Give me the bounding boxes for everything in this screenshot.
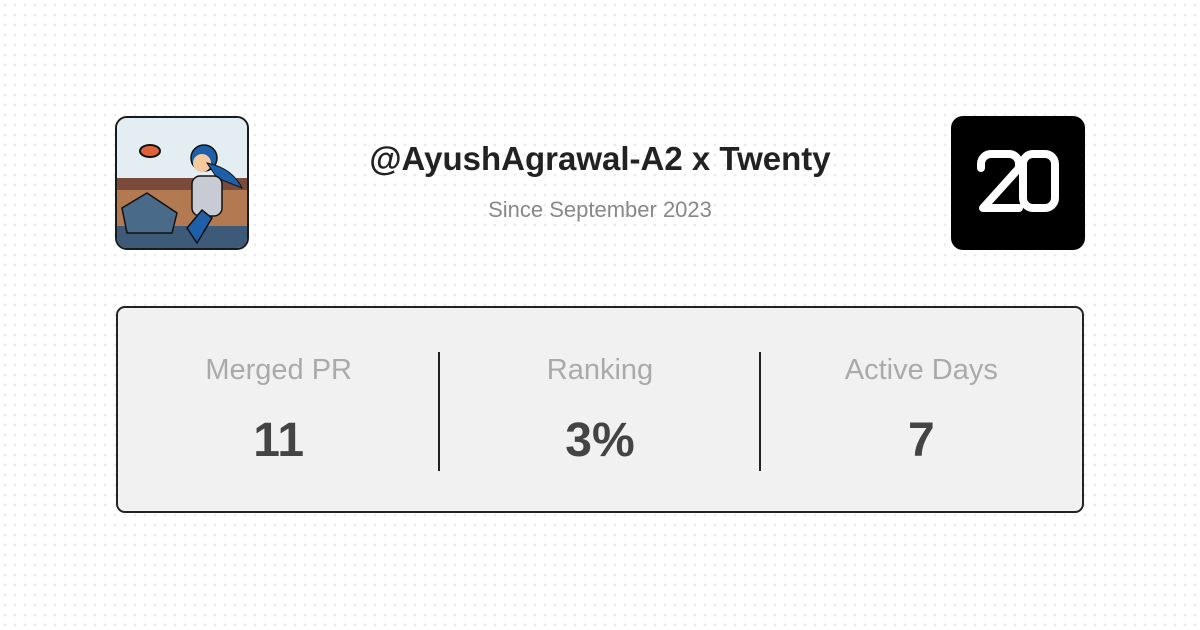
stats-card: Merged PR 11 Ranking 3% Active Days 7 <box>116 306 1084 513</box>
stat-label: Ranking <box>546 354 654 386</box>
stat-label: Merged PR <box>205 354 352 386</box>
divider <box>438 352 440 471</box>
stat-ranking: Ranking 3% <box>439 308 760 511</box>
stat-label: Active Days <box>844 354 998 386</box>
user-avatar <box>115 116 249 250</box>
twenty-logo-icon <box>951 116 1085 250</box>
avatar-illustration-icon <box>117 118 247 248</box>
page-title: @AyushAgrawal-A2 x Twenty <box>369 140 831 177</box>
divider <box>759 352 761 471</box>
since-date: Since September 2023 <box>488 197 712 222</box>
stat-merged-pr: Merged PR 11 <box>118 308 439 511</box>
stat-value: 11 <box>253 414 305 467</box>
stat-value: 3% <box>565 414 635 467</box>
stat-active-days: Active Days 7 <box>761 308 1082 511</box>
stat-value: 7 <box>907 414 935 467</box>
